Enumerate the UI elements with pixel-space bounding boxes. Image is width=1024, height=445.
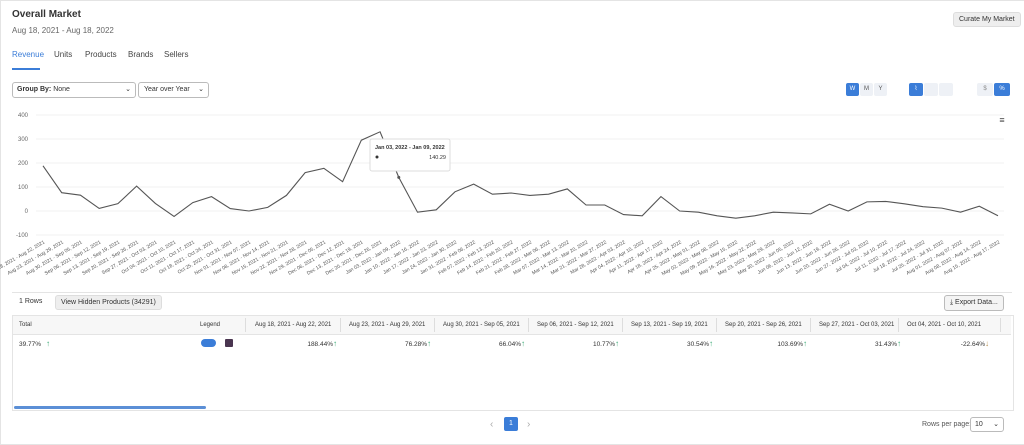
legend-swatch (225, 339, 233, 347)
trend-arrow: ↑ (897, 339, 901, 348)
cell: 31.43% (874, 341, 897, 348)
table (12, 315, 1014, 411)
tab[interactable]: Products (85, 50, 117, 59)
next-page[interactable]: › (527, 419, 531, 430)
tab[interactable]: Revenue (12, 50, 45, 59)
unit-button[interactable]: % (994, 83, 1010, 96)
cell: -22.64% (960, 341, 985, 348)
y-tick-label: 0 (25, 209, 29, 215)
trend-arrow: ↑ (803, 339, 807, 348)
tooltip (369, 138, 451, 172)
unit-button[interactable]: $ (977, 83, 993, 96)
column-divider (1000, 318, 1001, 332)
group-by-label: Group By: (17, 86, 52, 93)
trend-arrow: ↑ (521, 339, 525, 348)
tab-underline (12, 68, 40, 70)
comparison-select[interactable]: Year over Year ⌄ (138, 82, 209, 98)
date-range: Aug 18, 2021 - Aug 18, 2022 (12, 26, 114, 35)
cell: 188.44% (307, 341, 333, 348)
tab[interactable]: Brands (128, 50, 154, 59)
y-tick-label: 400 (18, 113, 29, 119)
current-page[interactable]: 1 (504, 417, 518, 431)
export-button[interactable]: ⤓ Export Data... (944, 295, 1004, 311)
trend-arrow: ↑ (333, 339, 337, 348)
y-tick-label: 100 (18, 185, 29, 191)
y-tick-label: 300 (18, 137, 29, 143)
column-header: Sep 20, 2021 - Sep 26, 2021 (725, 322, 802, 328)
line (42, 131, 999, 219)
cell: 10.77% (592, 341, 615, 348)
group-by-value: None (53, 86, 70, 93)
curate-button[interactable]: Curate My Market (953, 12, 1021, 27)
column-header: Total (19, 322, 32, 328)
column-header: Sep 27, 2021 - Oct 03, 2021 (819, 322, 895, 328)
y-tick-label: 200 (18, 161, 29, 167)
table-header (13, 316, 1011, 335)
column-header: Aug 18, 2021 - Aug 22, 2021 (255, 322, 332, 328)
tooltip-dot (375, 155, 379, 159)
tab[interactable]: Units (54, 50, 73, 59)
column-divider (810, 318, 811, 332)
group-by[interactable]: Group By: None ⌄ (12, 82, 136, 98)
y-tick-label: -100 (16, 233, 29, 239)
tooltip-title: Jan 03, 2022 - Jan 09, 2022 (375, 145, 445, 151)
trend-arrow: ↓ (985, 339, 989, 348)
hidden-products-button[interactable]: View Hidden Products (34291) (55, 295, 162, 310)
scrollbar (14, 406, 206, 409)
trend-arrow: ↑ (615, 339, 619, 348)
column-divider (898, 318, 899, 332)
cell: 30.54% (686, 341, 709, 348)
cell: 103.69% (777, 341, 803, 348)
chart-type-button (939, 83, 953, 96)
column-header: Sep 06, 2021 - Sep 12, 2021 (537, 322, 614, 328)
legend-toggle (201, 339, 216, 347)
hover-point (397, 175, 401, 179)
column-header: Aug 30, 2021 - Sep 05, 2021 (443, 322, 520, 328)
column-header: Sep 13, 2021 - Sep 19, 2021 (631, 322, 708, 328)
rows-per-page-label: Rows per page: (922, 421, 972, 428)
cell: 76.28% (404, 341, 427, 348)
prev-page[interactable]: ‹ (490, 419, 494, 430)
column-divider (528, 318, 529, 332)
column-divider (340, 318, 341, 332)
export-label: Export Data... (955, 299, 998, 306)
tab[interactable]: Sellers (164, 50, 189, 59)
chart-type-button: ⌇ (909, 83, 923, 96)
column-divider (716, 318, 717, 332)
divider (12, 292, 1012, 293)
rows-count: 1 Rows (19, 298, 43, 305)
menu-icon: ≡ (999, 115, 1004, 125)
column-divider (622, 318, 623, 332)
trend-arrow: ↑ (709, 339, 713, 348)
trend-arrow: ↑ (46, 339, 50, 348)
rows-per-page[interactable]: 10 ⌄ (970, 417, 1004, 432)
period-button[interactable]: Y (874, 83, 887, 96)
cell: 66.04% (498, 341, 521, 348)
period-button[interactable]: W (846, 83, 859, 96)
column-divider (434, 318, 435, 332)
tooltip-value: 140.29 (429, 155, 446, 161)
column-header: Oct 04, 2021 - Oct 10, 2021 (907, 322, 982, 328)
column-header: Aug 23, 2021 - Aug 29, 2021 (349, 322, 426, 328)
column-header: Legend (200, 322, 221, 328)
trend-arrow: ↑ (427, 339, 431, 348)
rows-per-page-value: 10 (975, 421, 983, 428)
chart-type-button (924, 83, 938, 96)
comparison: Year over Year (144, 86, 190, 93)
period-button[interactable]: M (860, 83, 873, 96)
title: Overall Market (12, 9, 81, 20)
column-divider (245, 318, 246, 332)
cell: 39.77% (19, 341, 42, 348)
